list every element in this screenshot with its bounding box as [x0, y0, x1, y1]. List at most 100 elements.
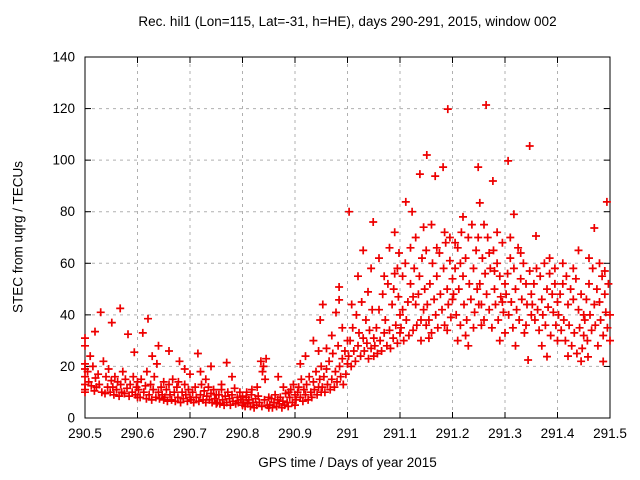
data-point	[603, 323, 612, 332]
data-point	[490, 267, 499, 275]
data-point	[494, 316, 503, 324]
data-point	[599, 357, 608, 366]
data-point	[341, 370, 350, 379]
data-point	[464, 341, 473, 350]
data-point	[496, 292, 505, 301]
y-tick-label: 80	[60, 204, 75, 219]
data-point	[575, 323, 584, 332]
data-point	[441, 238, 450, 247]
data-point	[461, 331, 470, 340]
data-point	[376, 336, 385, 345]
data-point	[461, 254, 470, 263]
data-point	[188, 388, 197, 397]
data-point	[411, 300, 420, 309]
data-point	[600, 290, 609, 299]
data-point	[109, 390, 118, 399]
data-point	[152, 359, 161, 368]
data-point	[134, 385, 143, 394]
data-point	[193, 349, 202, 358]
data-point	[473, 285, 482, 294]
data-point	[498, 238, 507, 247]
data-point	[126, 380, 135, 389]
x-tick-label: 291.2	[436, 426, 470, 441]
data-point	[107, 318, 116, 327]
data-point	[483, 233, 492, 242]
data-point	[551, 321, 560, 330]
data-point	[149, 385, 158, 394]
data-point	[381, 316, 390, 324]
data-point	[570, 328, 579, 337]
data-point	[139, 388, 148, 397]
data-point	[474, 233, 483, 242]
data-point	[557, 326, 566, 335]
data-point	[493, 259, 502, 268]
data-point	[588, 264, 597, 273]
data-point	[482, 290, 491, 299]
data-point	[378, 290, 387, 299]
data-point	[562, 272, 571, 281]
data-point	[448, 274, 457, 283]
data-point	[422, 246, 431, 255]
x-tick-label: 291.1	[383, 426, 417, 441]
data-point	[578, 344, 587, 353]
data-point	[495, 272, 504, 281]
data-point	[373, 349, 382, 358]
data-point	[327, 375, 336, 384]
data-point	[545, 269, 554, 278]
data-point	[453, 336, 462, 345]
data-point	[323, 380, 332, 389]
data-point	[525, 267, 534, 275]
data-point	[260, 395, 269, 404]
data-point	[574, 246, 583, 255]
data-point	[365, 326, 374, 335]
data-point	[396, 310, 404, 319]
data-point	[151, 393, 160, 402]
data-point	[469, 264, 478, 273]
data-point	[536, 272, 545, 281]
data-point	[107, 376, 116, 385]
x-tick-label: 291.4	[541, 426, 575, 441]
data-point	[309, 336, 318, 345]
data-point	[401, 259, 410, 268]
data-point	[524, 356, 533, 364]
data-point	[532, 232, 540, 240]
data-point	[574, 305, 583, 314]
data-point	[541, 321, 550, 330]
data-point	[409, 326, 418, 335]
data-point	[527, 290, 536, 299]
data-point	[507, 298, 516, 306]
data-point	[336, 372, 345, 381]
data-point	[189, 398, 198, 407]
data-point	[418, 254, 426, 263]
data-point	[380, 328, 389, 337]
data-point	[406, 243, 415, 252]
data-point	[417, 316, 425, 324]
data-point	[87, 381, 96, 390]
data-point	[335, 362, 344, 371]
data-point	[565, 321, 574, 330]
data-point	[101, 389, 109, 398]
data-point	[315, 375, 324, 384]
data-point	[284, 388, 293, 397]
data-point	[586, 310, 594, 319]
data-point	[319, 372, 328, 381]
data-point	[582, 295, 591, 304]
data-point	[259, 362, 268, 371]
data-point	[564, 352, 572, 361]
data-point	[344, 352, 353, 361]
data-point	[338, 354, 347, 363]
data-point	[427, 220, 436, 229]
data-point	[332, 308, 340, 317]
data-point	[174, 377, 183, 386]
data-point	[486, 264, 495, 273]
data-point	[81, 341, 89, 350]
data-point	[356, 352, 365, 361]
data-point	[412, 321, 421, 330]
data-point	[530, 316, 539, 324]
data-point	[268, 403, 277, 412]
data-point	[445, 256, 454, 265]
data-point	[540, 259, 549, 268]
x-tick-label: 290.9	[278, 426, 312, 441]
data-point	[433, 323, 442, 332]
